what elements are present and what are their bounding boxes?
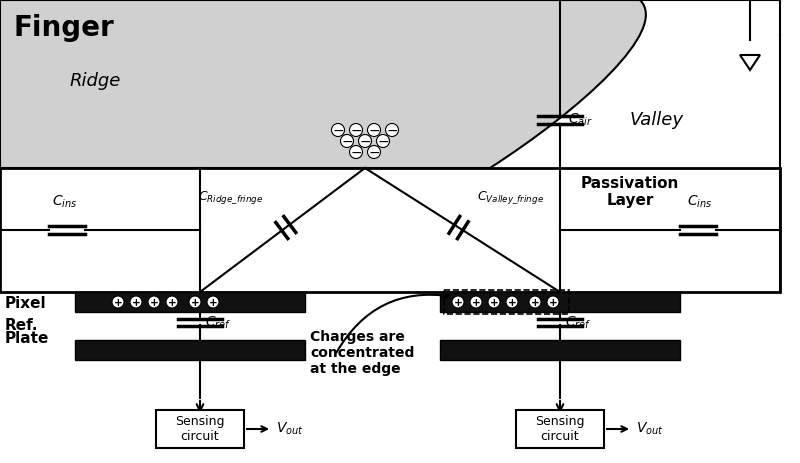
Circle shape — [547, 296, 559, 308]
Circle shape — [112, 296, 124, 308]
Text: +: + — [472, 298, 480, 307]
Circle shape — [148, 296, 160, 308]
Text: −: − — [350, 124, 362, 138]
Text: Charges are
concentrated
at the edge: Charges are concentrated at the edge — [310, 330, 414, 376]
Text: Plate: Plate — [5, 331, 50, 346]
Circle shape — [377, 134, 390, 148]
Bar — [75, 292, 305, 312]
Text: −: − — [332, 124, 344, 138]
Circle shape — [189, 296, 201, 308]
Text: $C_{ref}$: $C_{ref}$ — [565, 315, 591, 331]
Circle shape — [358, 134, 371, 148]
Text: +: + — [209, 298, 218, 307]
Text: Passivation
Layer: Passivation Layer — [581, 176, 679, 208]
Text: +: + — [168, 298, 176, 307]
Text: +: + — [132, 298, 140, 307]
Text: −: − — [368, 145, 380, 159]
Text: $C_{ins}$: $C_{ins}$ — [687, 194, 713, 210]
Circle shape — [350, 145, 362, 158]
Text: +: + — [549, 298, 558, 307]
Text: +: + — [190, 298, 199, 307]
Circle shape — [488, 296, 500, 308]
Circle shape — [130, 296, 142, 308]
Text: −: − — [359, 134, 371, 149]
Circle shape — [166, 296, 178, 308]
Bar — [516, 410, 604, 448]
Text: +: + — [454, 298, 462, 307]
Circle shape — [386, 124, 398, 137]
PathPatch shape — [0, 0, 646, 168]
Text: Valley: Valley — [630, 111, 684, 129]
Circle shape — [470, 296, 482, 308]
Text: Ref.: Ref. — [5, 318, 38, 333]
Text: −: − — [350, 145, 362, 159]
Bar — [440, 292, 680, 312]
Text: $V_{out}$: $V_{out}$ — [276, 421, 304, 437]
Circle shape — [367, 124, 381, 137]
Circle shape — [367, 145, 381, 158]
Circle shape — [529, 296, 541, 308]
Text: −: − — [386, 124, 398, 138]
Text: −: − — [341, 134, 353, 149]
Text: $V_{out}$: $V_{out}$ — [636, 421, 664, 437]
Text: Pixel: Pixel — [5, 296, 46, 311]
Text: Ridge: Ridge — [70, 72, 122, 90]
Text: Sensing: Sensing — [535, 415, 585, 428]
Circle shape — [350, 124, 362, 137]
Bar — [444, 290, 569, 314]
Text: +: + — [530, 298, 539, 307]
Bar — [0, 168, 780, 292]
Bar — [440, 340, 680, 360]
Circle shape — [452, 296, 464, 308]
Text: +: + — [508, 298, 516, 307]
Bar — [75, 340, 305, 360]
Circle shape — [207, 296, 219, 308]
Text: circuit: circuit — [181, 430, 219, 443]
Polygon shape — [740, 55, 760, 70]
Text: +: + — [490, 298, 498, 307]
Text: +: + — [114, 298, 122, 307]
Text: +: + — [150, 298, 158, 307]
Text: $C_{Valley\_fringe}$: $C_{Valley\_fringe}$ — [477, 188, 544, 206]
Text: $C_{Ridge\_fringe}$: $C_{Ridge\_fringe}$ — [198, 188, 264, 206]
Text: $C_{ins}$: $C_{ins}$ — [52, 194, 78, 210]
Text: −: − — [368, 124, 380, 138]
Circle shape — [331, 124, 345, 137]
Text: Sensing: Sensing — [175, 415, 225, 428]
Text: Finger: Finger — [14, 14, 114, 42]
Text: $C_{ref}$: $C_{ref}$ — [205, 315, 231, 331]
Circle shape — [341, 134, 354, 148]
Circle shape — [506, 296, 518, 308]
Text: −: − — [377, 134, 389, 149]
Text: circuit: circuit — [541, 430, 579, 443]
Bar — [156, 410, 244, 448]
Text: $C_{air}$: $C_{air}$ — [568, 112, 593, 128]
